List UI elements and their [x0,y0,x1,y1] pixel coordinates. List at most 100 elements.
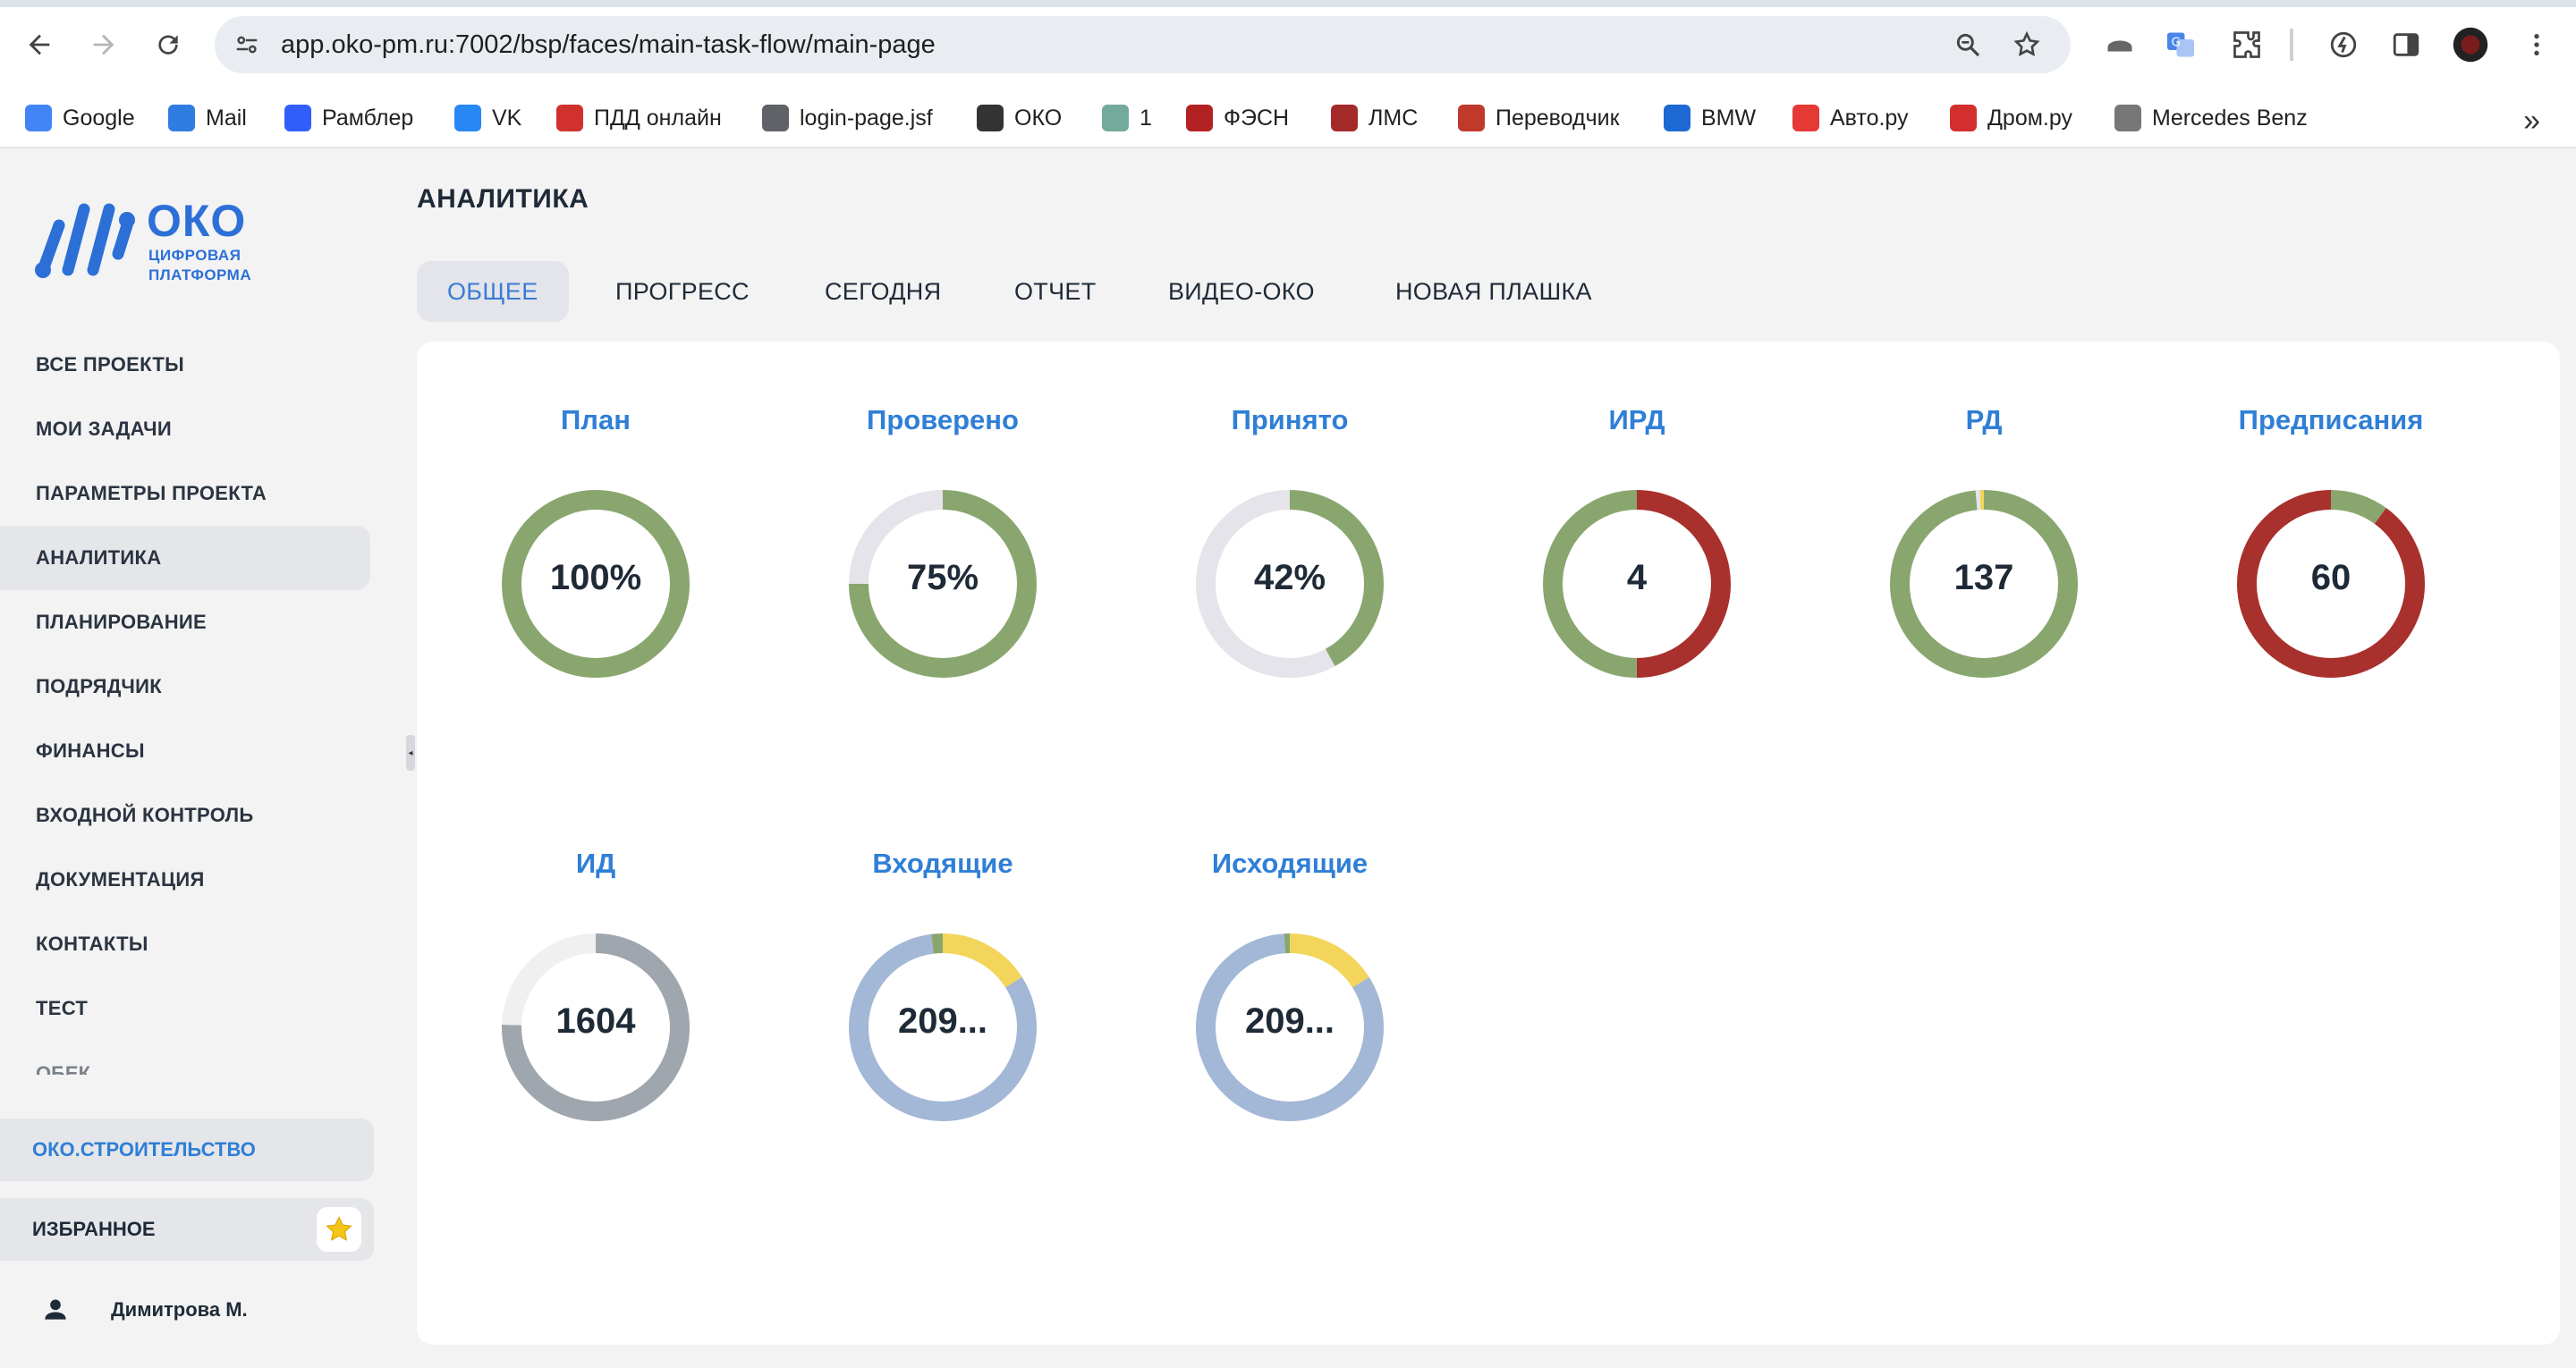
mail-icon [168,105,195,131]
tab[interactable]: ВИДЕО-ОКО [1168,277,1315,305]
donut-widget[interactable]: РД 137 [1868,404,2100,708]
bookmark-item[interactable]: Дром.ру [1950,98,2072,138]
donut-widget[interactable]: ИД 1604 [479,848,712,1152]
donut-segment[interactable] [1196,933,1384,1121]
sidebar-item-truncated[interactable]: ОБЕК [36,1062,91,1075]
bookmark-item[interactable]: Авто.ру [1792,98,1909,138]
tab[interactable]: ОТЧЕТ [1014,277,1097,305]
sidebar-item[interactable]: ФИНАНСЫ [36,739,145,762]
donut-center-value: 75% [906,558,979,597]
back-button[interactable] [13,18,66,72]
bookmark-star-icon[interactable] [2009,27,2045,63]
reload-button[interactable] [141,18,195,72]
bookmark-item[interactable]: Переводчик [1458,98,1620,138]
bookmark-label: Переводчик [1496,105,1620,131]
bookmarks-overflow-icon[interactable]: » [2523,104,2540,138]
sidebar-item[interactable]: АНАЛИТИКА [0,526,370,590]
bookmark-label: Рамблер [322,105,414,131]
translate-icon[interactable]: G [2159,23,2202,66]
donut-widget[interactable]: План 100% [479,404,712,708]
widget-title[interactable]: Предписания [2238,404,2424,435]
bookmark-item[interactable]: ЛМС [1331,98,1418,138]
bookmark-item[interactable]: ОКО [977,98,1062,138]
donut-widget[interactable]: Входящие 209... [826,848,1059,1152]
donut-center-value: 137 [1953,558,2014,597]
bookmark-item[interactable]: 1 [1102,98,1152,138]
bookmark-item[interactable]: ПДД онлайн [556,98,722,138]
tab[interactable]: ОБЩЕЕ [417,261,569,322]
user-name: Димитрова М. [111,1298,248,1321]
bookmark-item[interactable]: login-page.jsf [762,98,933,138]
tab[interactable]: НОВАЯ ПЛАШКА [1395,277,1592,305]
bookmark-item[interactable]: Mail [168,98,247,138]
sidebar-item[interactable]: ВХОДНОЙ КОНТРОЛЬ [36,804,254,826]
user-profile[interactable]: Димитрова М. [0,1280,374,1338]
address-bar[interactable]: app.oko-pm.ru:7002/bsp/faces/main-task-f… [215,16,2071,73]
widget-title[interactable]: Принято [1231,404,1349,435]
tab[interactable]: СЕГОДНЯ [825,277,942,305]
reload-icon [158,35,178,55]
star-icon [326,1216,352,1241]
sidebar-item[interactable]: КОНТАКТЫ [36,933,148,955]
donut-segment[interactable] [1196,490,1384,678]
performance-icon[interactable] [2322,23,2365,66]
widget-title[interactable]: РД [1965,404,2003,435]
tab-strip [0,0,2576,7]
bookmark-item[interactable]: Mercedes Benz [2114,98,2308,138]
svg-text:G: G [2172,36,2181,50]
sidebar-item[interactable]: ДОКУМЕНТАЦИЯ [36,868,205,891]
donut-center-value: 100% [549,558,642,597]
forward-button[interactable] [77,18,131,72]
url-text[interactable]: app.oko-pm.ru:7002/bsp/faces/main-task-f… [281,30,936,59]
donut-widget[interactable]: Исходящие 209... [1174,848,1406,1152]
donut-widget[interactable]: Предписания 60 [2215,404,2447,708]
bookmark-item[interactable]: Google [25,98,135,138]
sidebar-item[interactable]: ПЛАНИРОВАНИЕ [36,611,207,633]
donut-segment[interactable] [2237,490,2425,678]
bookmark-item[interactable]: Рамблер [284,98,413,138]
donut-segment[interactable] [849,933,1037,1121]
extension-hat-icon[interactable] [2098,23,2141,66]
zoom-icon[interactable] [1950,27,1986,63]
sidebar-item[interactable]: ПАРАМЕТРЫ ПРОЕКТА [36,482,267,504]
widget-title[interactable]: Проверено [867,404,1019,435]
favorites-card[interactable]: ИЗБРАННОЕ [0,1198,374,1261]
donut-widget[interactable]: Проверено 75% [826,404,1059,708]
donut-segment[interactable] [849,933,1037,1121]
forward-arrow-icon [93,34,114,55]
platform-switch[interactable]: ОКО.СТРОИТЕЛЬСТВО [0,1119,374,1181]
bookmark-item[interactable]: BMW [1664,98,1756,138]
translator-icon [1458,105,1485,131]
profile-avatar-icon[interactable] [2449,23,2492,66]
sidebar-item[interactable]: МОИ ЗАДАЧИ [36,418,173,440]
tab[interactable]: ПРОГРЕСС [615,277,750,305]
site-settings-icon[interactable] [231,29,263,61]
bookmark-item[interactable]: ФЭСН [1186,98,1289,138]
donut-segment[interactable] [502,490,690,678]
widget-title[interactable]: ИД [575,848,616,879]
donut-widget[interactable]: Принято 42% [1174,404,1406,708]
widget-title[interactable]: План [561,404,631,435]
sidebar-item[interactable]: ПОДРЯДЧИК [36,675,163,697]
extensions-puzzle-icon[interactable] [2225,23,2268,66]
bookmark-item[interactable]: VK [454,98,521,138]
widget-title[interactable]: ИРД [1608,404,1665,435]
donut-segment[interactable] [1196,933,1384,1121]
bookmark-label: ЛМС [1368,105,1419,131]
sidebar-item[interactable]: ТЕСТ [36,997,89,1019]
side-panel-icon[interactable] [2385,23,2428,66]
oko-logo[interactable]: ОКО ЦИФРОВАЯ ПЛАТФОРМА [32,195,283,284]
donut-segment[interactable] [1543,490,1731,678]
lms-icon [1331,105,1358,131]
widget-title[interactable]: Входящие [872,848,1013,879]
menu-kebab-icon[interactable] [2515,23,2558,66]
back-arrow-icon [29,34,50,55]
sidebar-item[interactable]: ВСЕ ПРОЕКТЫ [36,353,184,376]
favorites-star-button[interactable] [317,1207,361,1252]
donut-segment[interactable] [849,490,1037,678]
widget-title[interactable]: Исходящие [1211,848,1368,879]
donut-segment[interactable] [502,933,690,1121]
donut-widget[interactable]: ИРД 4 [1521,404,1753,708]
donut-segment[interactable] [1890,490,2078,678]
sidebar-collapse-handle[interactable]: ◂ [406,735,415,771]
